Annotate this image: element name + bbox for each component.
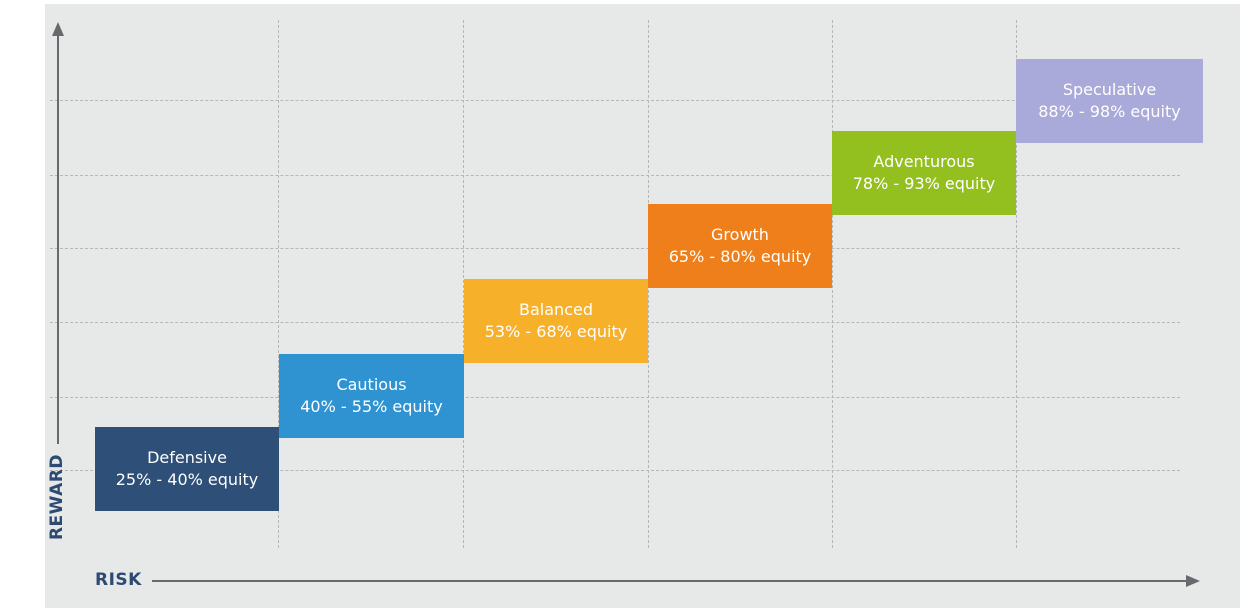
risk-axis-label: RISK	[95, 570, 142, 590]
profile-equity-range: 40% - 55% equity	[300, 397, 443, 416]
risk-axis-arrow-icon	[1186, 575, 1200, 587]
profile-equity-range: 53% - 68% equity	[484, 322, 628, 341]
risk-axis-line	[152, 580, 1188, 582]
gridline-vertical	[463, 20, 464, 548]
profile-equity-range: 25% - 40% equity	[115, 470, 259, 489]
reward-axis-arrow-icon	[52, 22, 64, 36]
profile-box-growth: Growth 65% - 80% equity	[648, 204, 832, 288]
profile-equity-range: 78% - 93% equity	[852, 174, 996, 193]
gridline-horizontal	[50, 470, 1180, 471]
profile-name: Adventurous	[873, 152, 975, 171]
profile-name: Growth	[711, 225, 769, 244]
profile-box-cautious: Cautious 40% - 55% equity	[279, 354, 464, 438]
reward-axis-line	[57, 34, 59, 444]
profile-box-speculative: Speculative 88% - 98% equity	[1016, 59, 1203, 143]
reward-axis-label: REWARD	[47, 453, 67, 541]
profile-name: Speculative	[1062, 80, 1157, 99]
profile-box-balanced: Balanced 53% - 68% equity	[464, 279, 648, 363]
gridline-vertical	[278, 20, 279, 548]
gridline-horizontal	[50, 248, 1180, 249]
gridline-vertical	[1016, 20, 1017, 548]
gridline-horizontal	[50, 175, 1180, 176]
profile-box-defensive: Defensive 25% - 40% equity	[95, 427, 279, 511]
profile-name: Defensive	[147, 448, 227, 467]
profile-box-adventurous: Adventurous 78% - 93% equity	[832, 131, 1016, 215]
profile-name: Balanced	[519, 300, 593, 319]
profile-name: Cautious	[336, 375, 407, 394]
gridline-vertical	[832, 20, 833, 548]
gridline-horizontal	[50, 100, 1180, 101]
profile-equity-range: 88% - 98% equity	[1038, 102, 1181, 121]
profile-equity-range: 65% - 80% equity	[668, 247, 812, 266]
gridline-horizontal	[50, 397, 1180, 398]
